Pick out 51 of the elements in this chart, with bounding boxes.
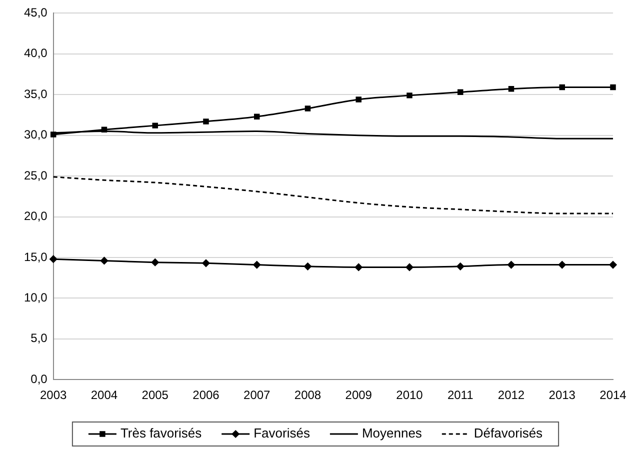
x-tick-label: 2010 (396, 388, 424, 402)
legend-label: Favorisés (254, 426, 310, 441)
x-tick-label: 2007 (244, 388, 271, 402)
x-tick-label: 2013 (548, 388, 576, 402)
point (559, 84, 565, 90)
point (507, 261, 515, 269)
point (610, 84, 616, 90)
point (202, 259, 210, 267)
y-tick-label: 35,0 (24, 86, 48, 101)
x-tick-label: 2011 (447, 388, 474, 402)
point (50, 132, 56, 138)
point (304, 106, 311, 112)
point (406, 92, 412, 98)
point (151, 258, 159, 266)
point (304, 262, 312, 270)
y-tick-label: 5,0 (30, 331, 48, 346)
point (203, 118, 209, 124)
y-tick-label: 45,0 (24, 6, 48, 20)
point (354, 263, 362, 271)
x-tick-label: 2008 (294, 388, 322, 402)
y-tick-label: 0,0 (30, 372, 48, 386)
x-tick-label: 2012 (498, 388, 525, 402)
legend-label: Très favorisés (120, 426, 202, 441)
x-tick-label: 2014 (600, 388, 627, 402)
x-tick-label: 2005 (142, 388, 169, 402)
point (609, 261, 617, 269)
y-tick-label: 20,0 (24, 209, 48, 224)
point (458, 89, 464, 96)
point (50, 255, 58, 263)
point (456, 262, 464, 270)
point (406, 263, 414, 271)
point (152, 122, 158, 128)
y-tick-label: 15,0 (24, 250, 48, 264)
line-series (52, 176, 614, 214)
point (356, 96, 362, 102)
point (508, 86, 514, 92)
point (558, 261, 566, 269)
x-tick-label: 2009 (345, 388, 372, 402)
legend-label: Défavorisés (474, 426, 544, 441)
y-tick-label: 40,0 (24, 46, 48, 60)
point (254, 114, 260, 120)
x-tick-label: 2003 (40, 388, 68, 402)
y-tick-label: 10,0 (24, 290, 48, 304)
y-tick-label: 30,0 (24, 128, 48, 142)
point (100, 256, 108, 264)
legend-label: Moyennes (362, 426, 422, 441)
x-tick-label: 2006 (192, 388, 220, 402)
point (101, 126, 108, 133)
x-tick-label: 2004 (90, 388, 118, 402)
y-tick-label: 25,0 (24, 168, 48, 182)
point (253, 261, 261, 269)
